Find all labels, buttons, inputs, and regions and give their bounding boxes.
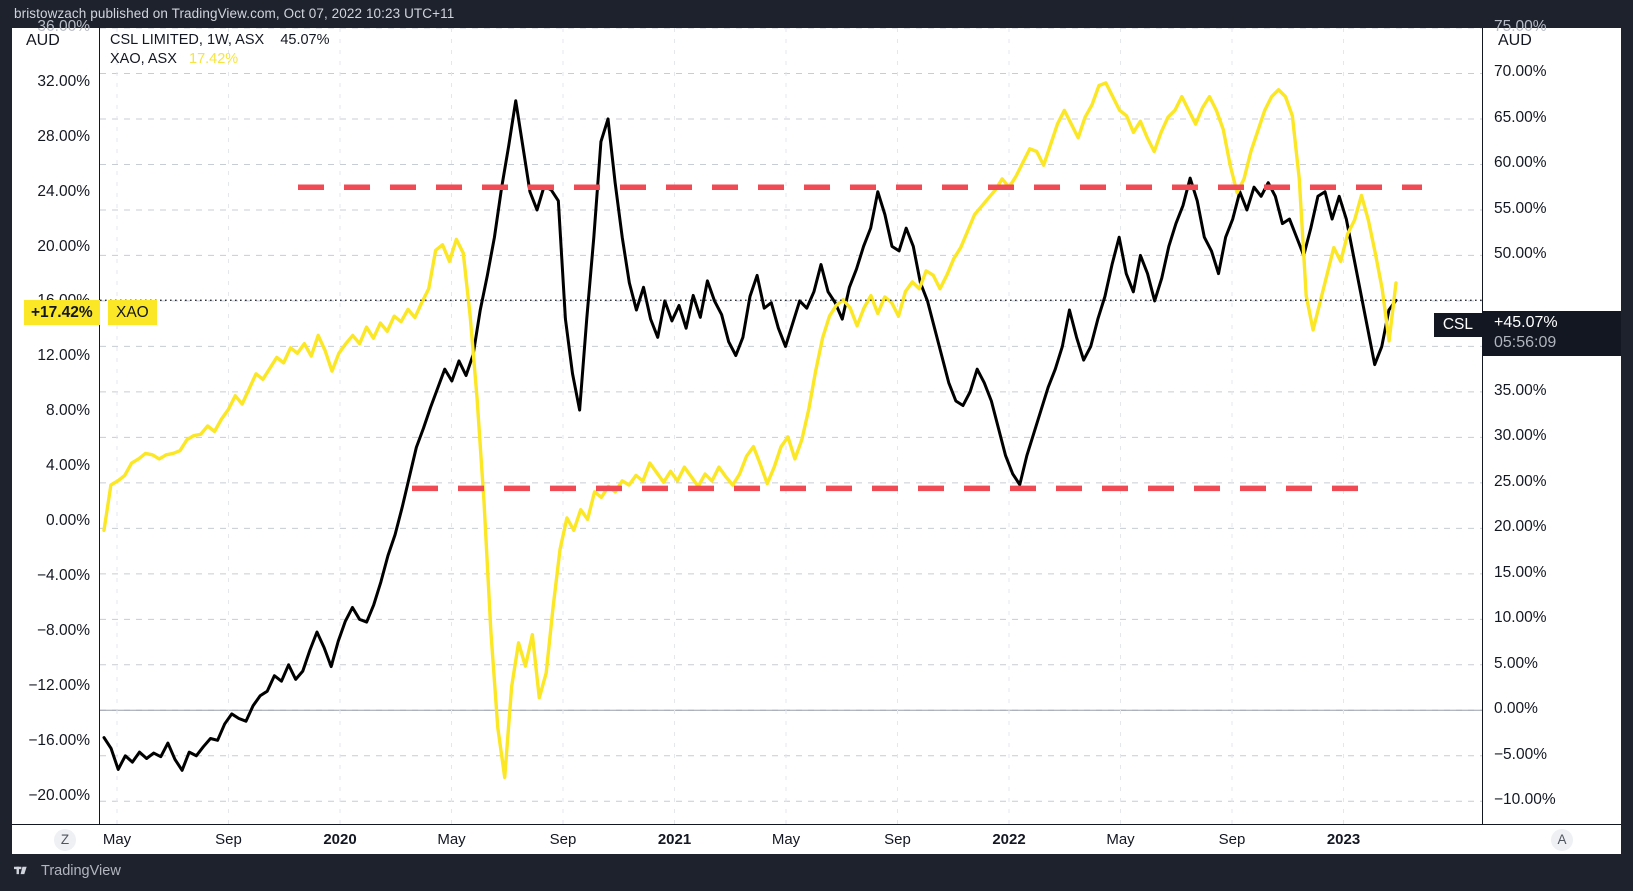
series-line-csl[interactable] (102, 99, 1398, 772)
right-axis-tick: 15.00% (1494, 563, 1547, 581)
left-axis-tick: 12.00% (37, 347, 90, 365)
time-axis-label: 2021 (657, 831, 692, 848)
chart-canvas (100, 28, 1482, 824)
left-axis-tick: 24.00% (37, 182, 90, 200)
right-axis-tick: 30.00% (1494, 427, 1547, 445)
legend-csl-value: 45.07% (280, 32, 330, 48)
time-axis-label: May (102, 831, 132, 848)
time-axis-label: Sep (549, 831, 577, 848)
right-axis-tick: 70.00% (1494, 63, 1547, 81)
left-price-scale[interactable]: AUD 36.00%32.00%28.00%24.00%20.00%16.00%… (12, 18, 100, 824)
xao-series-badge: XAO (108, 300, 157, 325)
footer-brand-label: TradingView (41, 863, 121, 879)
left-axis-tick: −8.00% (36, 621, 90, 639)
left-axis-tick: 0.00% (46, 512, 90, 530)
time-axis-label: 2022 (992, 831, 1026, 848)
chart-frame: CSL LIMITED, 1W, ASX 45.07% XAO, ASX 17.… (12, 18, 1621, 854)
right-axis-tick: 35.00% (1494, 381, 1547, 399)
csl-price-badge: +45.07% 05:56:09 (1482, 311, 1621, 356)
left-axis-tick: 36.00% (37, 18, 90, 35)
time-axis-label: Sep (215, 831, 242, 848)
right-axis-tick: 20.00% (1494, 518, 1547, 536)
right-axis-tick: 5.00% (1494, 654, 1538, 672)
right-axis-tick: −5.00% (1494, 745, 1548, 763)
left-axis-tick: −4.00% (36, 566, 90, 584)
time-axis-label: May (771, 831, 801, 848)
right-axis-tick: 50.00% (1494, 245, 1547, 263)
right-axis-tick: 0.00% (1494, 700, 1538, 718)
time-axis-label: May (437, 831, 466, 848)
time-axis-label: Sep (884, 831, 911, 848)
left-axis-tick: 4.00% (46, 457, 90, 475)
left-axis-tick: 8.00% (46, 402, 90, 420)
publish-info-bar: bristowzach published on TradingView.com… (0, 0, 1633, 28)
right-axis-tick: 55.00% (1494, 199, 1547, 217)
tradingview-logo-icon (14, 866, 27, 874)
series-line-xao[interactable] (102, 81, 1398, 780)
right-axis-tick: 65.00% (1494, 108, 1547, 126)
right-currency-label: AUD (1498, 32, 1532, 49)
right-axis-tick: −10.00% (1494, 791, 1556, 809)
csl-badge-countdown: 05:56:09 (1494, 334, 1557, 351)
csl-badge-value: +45.07% (1494, 314, 1558, 331)
legend-xao-symbol: XAO, ASX (110, 51, 177, 67)
timezone-button[interactable]: Z (54, 829, 76, 851)
footer-bar: TradingView (0, 854, 1633, 891)
legend-row-csl[interactable]: CSL LIMITED, 1W, ASX 45.07% (110, 31, 330, 50)
legend-csl-symbol: CSL LIMITED, 1W, ASX (110, 32, 265, 48)
left-axis-tick: −16.00% (28, 731, 90, 749)
left-axis-tick: 32.00% (37, 72, 90, 90)
right-axis-tick: 60.00% (1494, 154, 1547, 172)
right-axis-tick: 10.00% (1494, 609, 1547, 627)
right-axis-tick: 75.00% (1494, 18, 1547, 35)
time-axis-label: Sep (1218, 831, 1246, 848)
xao-price-badge: +17.42% (24, 300, 100, 325)
left-currency-label: AUD (26, 32, 60, 49)
left-axis-tick: −12.00% (28, 676, 90, 694)
right-axis-tick: 25.00% (1494, 472, 1547, 490)
legend-row-xao[interactable]: XAO, ASX 17.42% (110, 50, 330, 69)
legend-xao-value: 17.42% (189, 51, 239, 67)
plot-area[interactable]: CSL LIMITED, 1W, ASX 45.07% XAO, ASX 17.… (100, 28, 1482, 824)
left-axis-tick: −20.00% (28, 786, 90, 804)
chart-legend: CSL LIMITED, 1W, ASX 45.07% XAO, ASX 17.… (110, 31, 330, 69)
left-axis-tick: 20.00% (37, 237, 90, 255)
time-scale[interactable]: Z A May Sep 2020 May Sep 2021 May Sep 2022 May Sep… (12, 824, 1621, 854)
time-axis-label: May (1106, 831, 1135, 848)
csl-series-badge: CSL (1433, 313, 1482, 337)
auto-scale-button[interactable]: A (1551, 829, 1573, 851)
left-axis-tick: 28.00% (37, 127, 90, 145)
time-axis-label: 2020 (323, 831, 357, 848)
time-axis-label: 2023 (1326, 831, 1361, 848)
right-price-scale[interactable]: AUD 75.00% 70.00% 65.00% 60.00% 55.00% 50.00%… (1482, 18, 1621, 824)
